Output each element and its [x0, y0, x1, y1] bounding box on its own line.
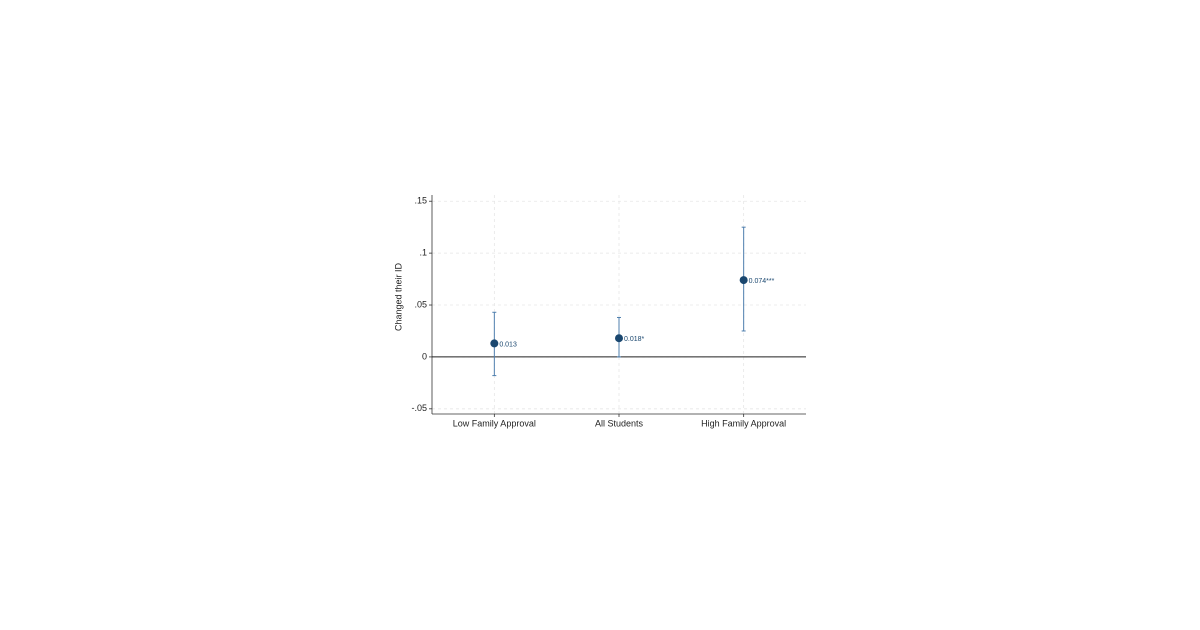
x-tick-label: All Students [595, 418, 644, 428]
y-tick-label: .05 [414, 299, 427, 309]
y-tick-label: .1 [419, 247, 427, 257]
y-tick-label: .15 [414, 196, 427, 206]
y-tick-label: 0 [422, 351, 427, 361]
point [490, 339, 499, 348]
value-label: 0.013 [499, 341, 517, 348]
point [739, 276, 748, 285]
y-axis-label: Changed their ID [393, 262, 403, 331]
point [615, 334, 623, 343]
x-tick-label: Low Family Approval [453, 418, 536, 428]
value-label: 0.074*** [749, 278, 775, 285]
y-tick-label: -.05 [411, 403, 427, 413]
value-label: 0.018* [624, 336, 645, 343]
x-tick-label: High Family Approval [701, 418, 786, 428]
